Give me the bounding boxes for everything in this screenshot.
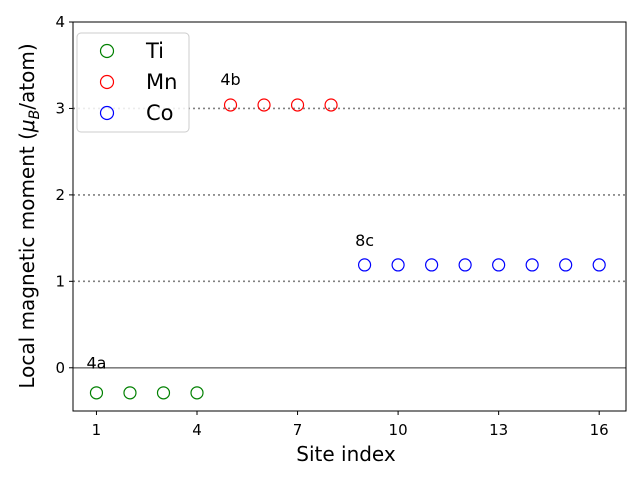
point-co-16 [592, 258, 606, 272]
scatter-series [89, 98, 606, 400]
legend-marker-ti [99, 43, 115, 59]
point-co-13 [492, 258, 506, 272]
legend-marker-mn [99, 74, 115, 90]
y-tick-label-3: 3 [55, 99, 65, 117]
legend-label-mn: Mn [146, 70, 177, 94]
point-co-14 [525, 258, 539, 272]
point-co-12 [458, 258, 472, 272]
series-co [357, 258, 606, 272]
series-mn [223, 98, 338, 112]
legend-label-co: Co [146, 101, 174, 125]
annotation-4a: 4a [86, 354, 106, 373]
y-tick-label-2: 2 [55, 186, 65, 204]
point-ti-3 [156, 386, 171, 400]
annotation-4b: 4b [220, 70, 240, 89]
point-ti-2 [123, 386, 137, 400]
point-mn-6 [257, 98, 271, 112]
y-axis-title-suffix: /atom) [15, 43, 39, 109]
annotation-8c: 8c [355, 231, 374, 250]
point-co-10 [391, 258, 405, 272]
point-co-9 [357, 258, 372, 272]
x-ticks: 1 4 7 10 13 16 [92, 411, 609, 439]
y-axis-title-subscript: B [27, 110, 43, 120]
point-mn-7 [290, 98, 305, 112]
y-ticks: 0 1 2 3 4 [55, 13, 73, 377]
x-tick-label-7: 7 [293, 421, 303, 439]
point-mn-5 [223, 98, 238, 112]
x-tick-label-13: 13 [489, 421, 508, 439]
series-ti [89, 386, 204, 400]
point-mn-8 [324, 98, 338, 112]
point-co-11 [425, 258, 439, 272]
x-tick-label-16: 16 [590, 421, 609, 439]
x-axis-title: Site index [296, 442, 396, 466]
site-annotations: 4a 4b 8c [86, 70, 374, 373]
plot-frame [72, 21, 627, 412]
x-tick-label-4: 4 [192, 421, 202, 439]
legend-label-ti: Ti [145, 39, 164, 63]
y-tick-label-0: 0 [55, 359, 65, 377]
x-tick-label-10: 10 [389, 421, 408, 439]
y-tick-label-1: 1 [55, 272, 65, 290]
point-ti-4 [190, 386, 204, 400]
y-tick-label-4: 4 [55, 13, 65, 31]
point-ti-1 [89, 386, 104, 400]
legend: Ti Mn Co [76, 32, 190, 133]
point-co-15 [559, 258, 573, 272]
y-axis-title: Local magnetic moment (μB/atom) [15, 43, 43, 388]
legend-marker-co [99, 105, 115, 121]
y-axis-title-symbol: μ [15, 119, 39, 133]
grid-lines [73, 107, 626, 369]
x-tick-label-1: 1 [92, 421, 102, 439]
y-axis-title-prefix: Local magnetic moment ( [15, 132, 39, 389]
